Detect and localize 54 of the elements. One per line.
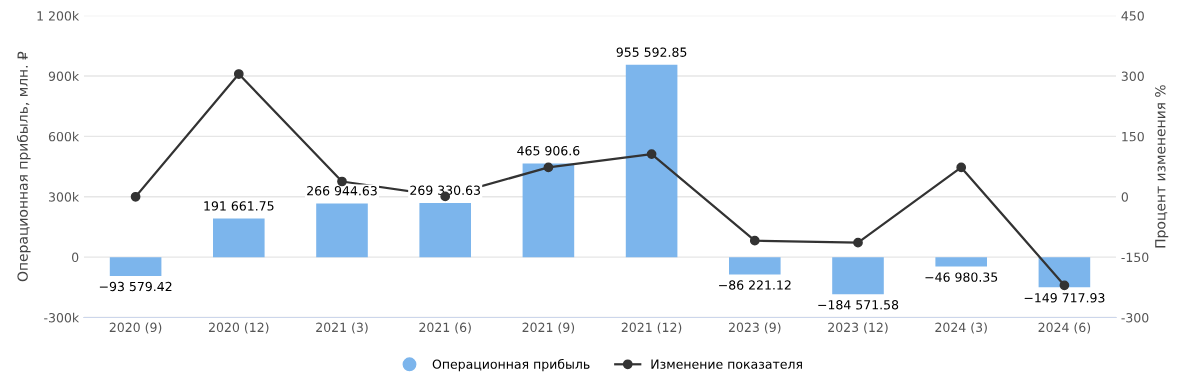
y2-axis-title: Процент изменения % [1155,85,1169,248]
data-label: −184 571.58 [818,300,899,310]
y2-tick-label: -150 [1121,252,1149,263]
x-tick-label: 2021 (6) [419,322,471,334]
y-tick-label: 0 [72,252,79,263]
y2-tick-label: 300 [1121,71,1144,81]
y-tick-label: 600k [48,131,80,142]
bar [1038,257,1091,288]
y-tick-label: -300k [44,312,80,323]
x-tick-label: 2020 (12) [208,322,269,334]
x-tick-label: 2024 (6) [1038,322,1091,334]
point [749,235,760,246]
bar [832,257,884,295]
x-tick-label: 2021 (3) [316,322,368,334]
bar [316,203,368,258]
data-label: −46 980.35 [925,272,998,282]
data-label: 955 592.85 [616,47,687,57]
point [1059,280,1070,291]
point [956,162,967,173]
point [543,162,554,173]
bar [109,257,162,276]
y2-tick-label: -300 [1121,312,1149,323]
x-tick-label: 2021 (9) [522,322,575,334]
bar [213,218,265,258]
x-tick-label: 2023 (12) [828,322,888,334]
bar [522,163,575,258]
legend-label: Изменение показателя [651,359,802,369]
x-tick-label: 2021 (12) [621,322,682,334]
bar [419,202,471,258]
data-label: 191 661.75 [204,201,274,211]
data-label: −149 717.93 [1024,293,1105,303]
point [337,176,347,187]
y-tick-label: 300k [48,192,80,202]
point [233,69,244,79]
y2-tick-label: 150 [1122,131,1144,142]
data-label: 266 944.63 [307,186,377,196]
x-tick-label: 2024 (3) [935,322,987,334]
data-label: −93 579.42 [99,281,172,292]
legend-label: Операционная прибыль [432,358,590,372]
data-label: −86 221.12 [719,280,791,290]
data-label: 465 906.6 [517,145,580,156]
x-tick-label: 2020 (9) [109,322,162,334]
y-tick-label: 900k [48,71,80,81]
bar [729,257,781,275]
point [646,149,657,159]
y-axis-title: Операционная прибыль, млн. ₽ [16,51,31,282]
y2-tick-label: 0 [1121,192,1128,202]
point [130,191,141,202]
x-tick-label: 2023 (9) [728,322,781,334]
y2-tick-label: 450 [1121,11,1144,21]
y-tick-label: 1 200k [37,10,80,21]
bar [935,257,987,267]
bar [625,64,678,258]
point [853,237,863,248]
